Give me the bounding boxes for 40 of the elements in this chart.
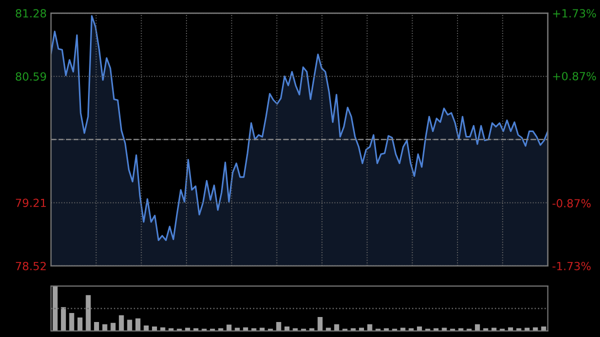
bar: [127, 320, 132, 331]
bar: [367, 324, 372, 331]
bar: [152, 326, 157, 331]
bar: [168, 328, 174, 331]
bar: [350, 328, 356, 331]
bar: [309, 328, 314, 331]
bar: [94, 322, 100, 331]
bar: [251, 328, 256, 331]
bar: [135, 318, 140, 331]
bar: [416, 326, 422, 331]
bar: [193, 328, 198, 331]
y-tick-label: 80.59: [16, 72, 46, 81]
bar: [60, 307, 66, 331]
bar: [276, 322, 282, 331]
bar: [69, 313, 74, 331]
bar: [118, 315, 124, 331]
y2-tick-label: +1.73%: [553, 9, 596, 18]
y2-tick-label: -1.73%: [552, 262, 591, 270]
bar: [541, 326, 546, 331]
bar: [516, 328, 522, 331]
bar: [458, 328, 464, 331]
bar: [226, 324, 232, 331]
bar: [334, 324, 340, 331]
y-tick-label: 78.52: [16, 262, 46, 270]
bar: [474, 324, 480, 331]
bar: [52, 286, 58, 331]
bar: [434, 328, 439, 331]
bar: [408, 328, 414, 331]
y2-tick-label: +0.87%: [553, 72, 596, 80]
y2-tick-label: -0.87%: [552, 199, 591, 208]
bar: [110, 322, 116, 331]
bar: [284, 326, 290, 331]
bar: [483, 328, 488, 331]
bar: [77, 317, 82, 331]
bar: [384, 328, 389, 331]
y-tick-label: 79.21: [16, 198, 46, 208]
y-tick-label: 81.28: [16, 9, 46, 18]
bar: [318, 317, 323, 331]
bar: [102, 324, 108, 331]
bar: [144, 326, 149, 331]
